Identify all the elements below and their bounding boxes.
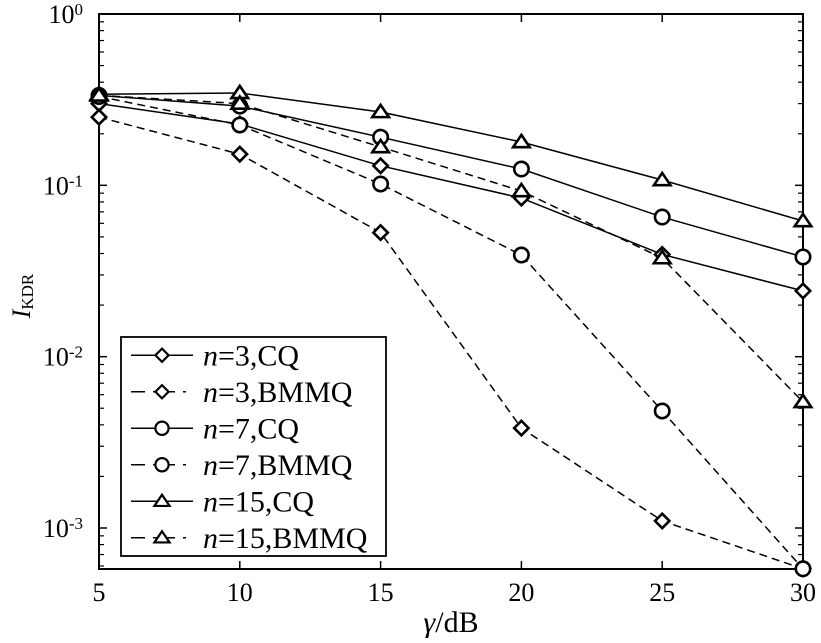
svg-text:10-3: 10-3 [43,514,83,543]
svg-text:γ/dB: γ/dB [423,606,478,638]
svg-text:IKDR: IKDR [7,273,37,319]
svg-text:10: 10 [227,578,253,607]
svg-text:20: 20 [508,578,534,607]
svg-text:n=15,BMMQ: n=15,BMMQ [203,522,368,555]
svg-text:n=15,CQ: n=15,CQ [203,485,314,518]
svg-text:n=3,BMMQ: n=3,BMMQ [203,376,353,409]
svg-text:n=7,BMMQ: n=7,BMMQ [203,449,353,482]
svg-text:5: 5 [93,578,106,607]
svg-text:30: 30 [790,578,816,607]
svg-text:10-1: 10-1 [43,171,83,200]
svg-text:n=3,CQ: n=3,CQ [203,339,299,372]
svg-text:10-2: 10-2 [43,343,83,372]
svg-text:15: 15 [368,578,394,607]
svg-text:25: 25 [649,578,675,607]
svg-text:n=7,CQ: n=7,CQ [203,412,299,445]
svg-text:100: 100 [49,0,84,29]
